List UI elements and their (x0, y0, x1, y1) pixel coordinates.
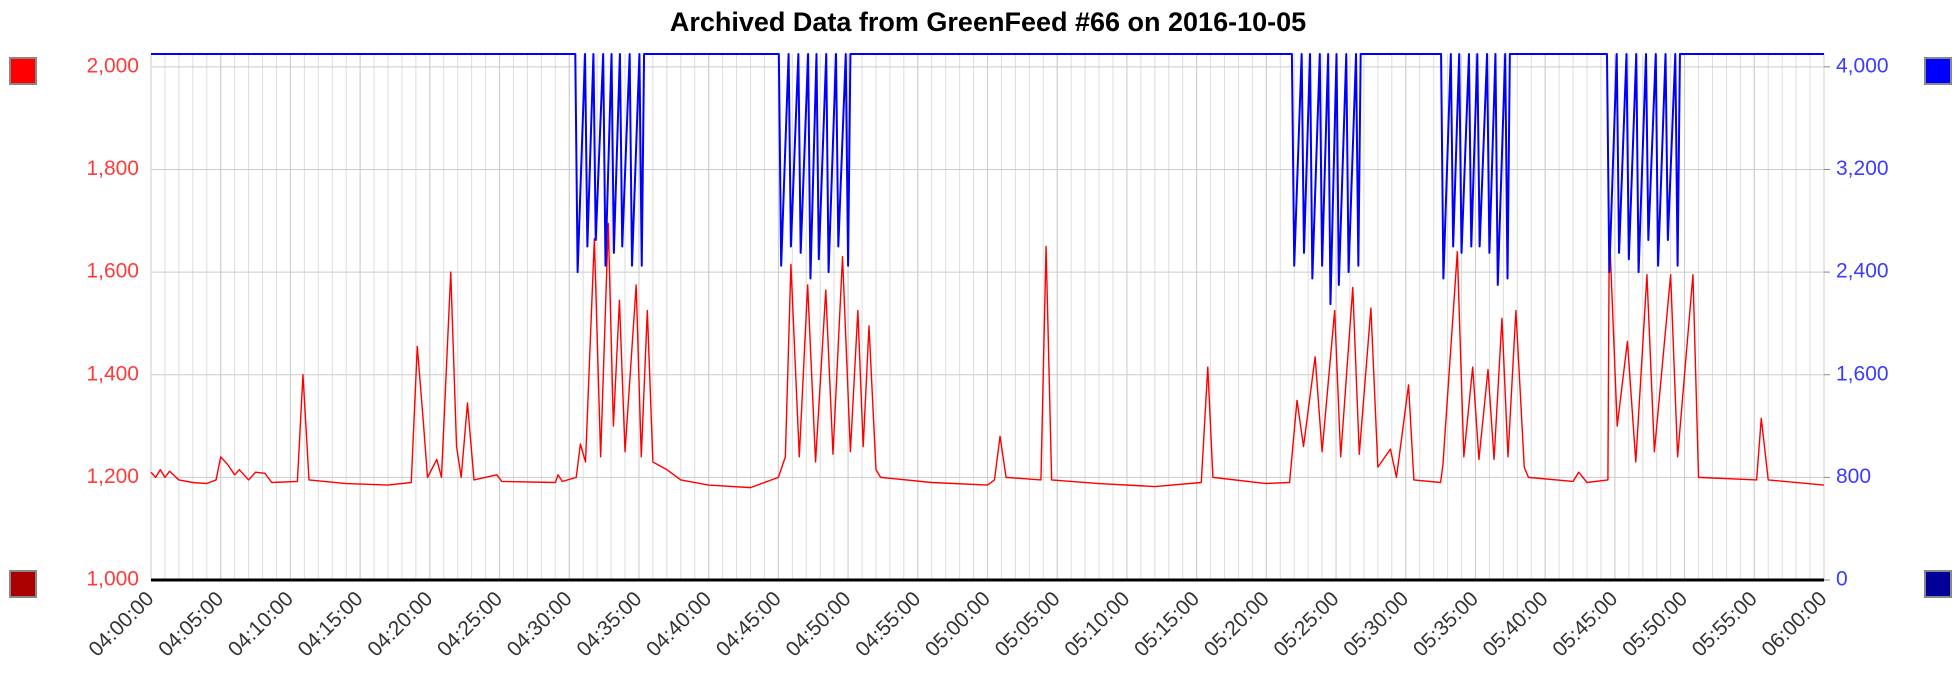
series-line (150, 222, 1825, 489)
y2-tick-label: 4,000 (1836, 54, 1889, 77)
y2-tick-label: 3,200 (1836, 157, 1889, 180)
x-tick-label: 05:45:00 (1548, 587, 1622, 661)
y-tick-label: 1,600 (86, 260, 139, 283)
x-tick-label: 05:40:00 (1479, 587, 1553, 661)
y-tick-label: 1,800 (86, 157, 139, 180)
y2-tick-label: 0 (1836, 568, 1848, 591)
x-tick-label: 05:20:00 (1200, 587, 1274, 661)
left-top-swatch[interactable] (9, 57, 37, 85)
right-top-swatch[interactable] (1924, 57, 1952, 85)
x-tick-label: 04:45:00 (712, 587, 786, 661)
x-tick-label: 04:05:00 (154, 587, 228, 661)
x-tick-label: 04:55:00 (851, 587, 925, 661)
x-tick-label: 04:00:00 (84, 587, 158, 661)
x-tick-label: 05:35:00 (1409, 587, 1483, 661)
series-line (151, 53, 1824, 306)
x-tick-label: 04:10:00 (224, 587, 298, 661)
chart-title: Archived Data from GreenFeed #66 on 2016… (670, 7, 1306, 37)
x-tick-label: 04:30:00 (503, 587, 577, 661)
x-tick-label: 04:15:00 (294, 587, 368, 661)
x-tick-label: 05:15:00 (1130, 587, 1204, 661)
right-bottom-swatch[interactable] (1924, 570, 1952, 598)
x-tick-label: 04:35:00 (572, 587, 646, 661)
left-bottom-swatch[interactable] (9, 570, 37, 598)
x-tick-label: 05:55:00 (1688, 587, 1762, 661)
x-tick-label: 04:50:00 (781, 587, 855, 661)
y-tick-label: 1,200 (86, 465, 139, 488)
y2-tick-label: 800 (1836, 465, 1871, 488)
x-tick-label: 05:50:00 (1618, 587, 1692, 661)
x-tick-label: 05:00:00 (921, 587, 995, 661)
x-tick-label: 04:20:00 (363, 587, 437, 661)
x-tick-label: 04:40:00 (642, 587, 716, 661)
x-tick-label: 05:05:00 (991, 587, 1065, 661)
y2-tick-label: 1,600 (1836, 362, 1889, 385)
y-tick-label: 1,400 (86, 362, 139, 385)
y-tick-label: 1,000 (86, 568, 139, 591)
x-tick-label: 06:00:00 (1757, 587, 1831, 661)
x-tick-label: 05:25:00 (1269, 587, 1343, 661)
y-tick-label: 2,000 (86, 54, 139, 77)
x-tick-label: 05:30:00 (1339, 587, 1413, 661)
x-tick-label: 05:10:00 (1060, 587, 1134, 661)
x-tick-label: 04:25:00 (433, 587, 507, 661)
y2-tick-label: 2,400 (1836, 260, 1889, 283)
